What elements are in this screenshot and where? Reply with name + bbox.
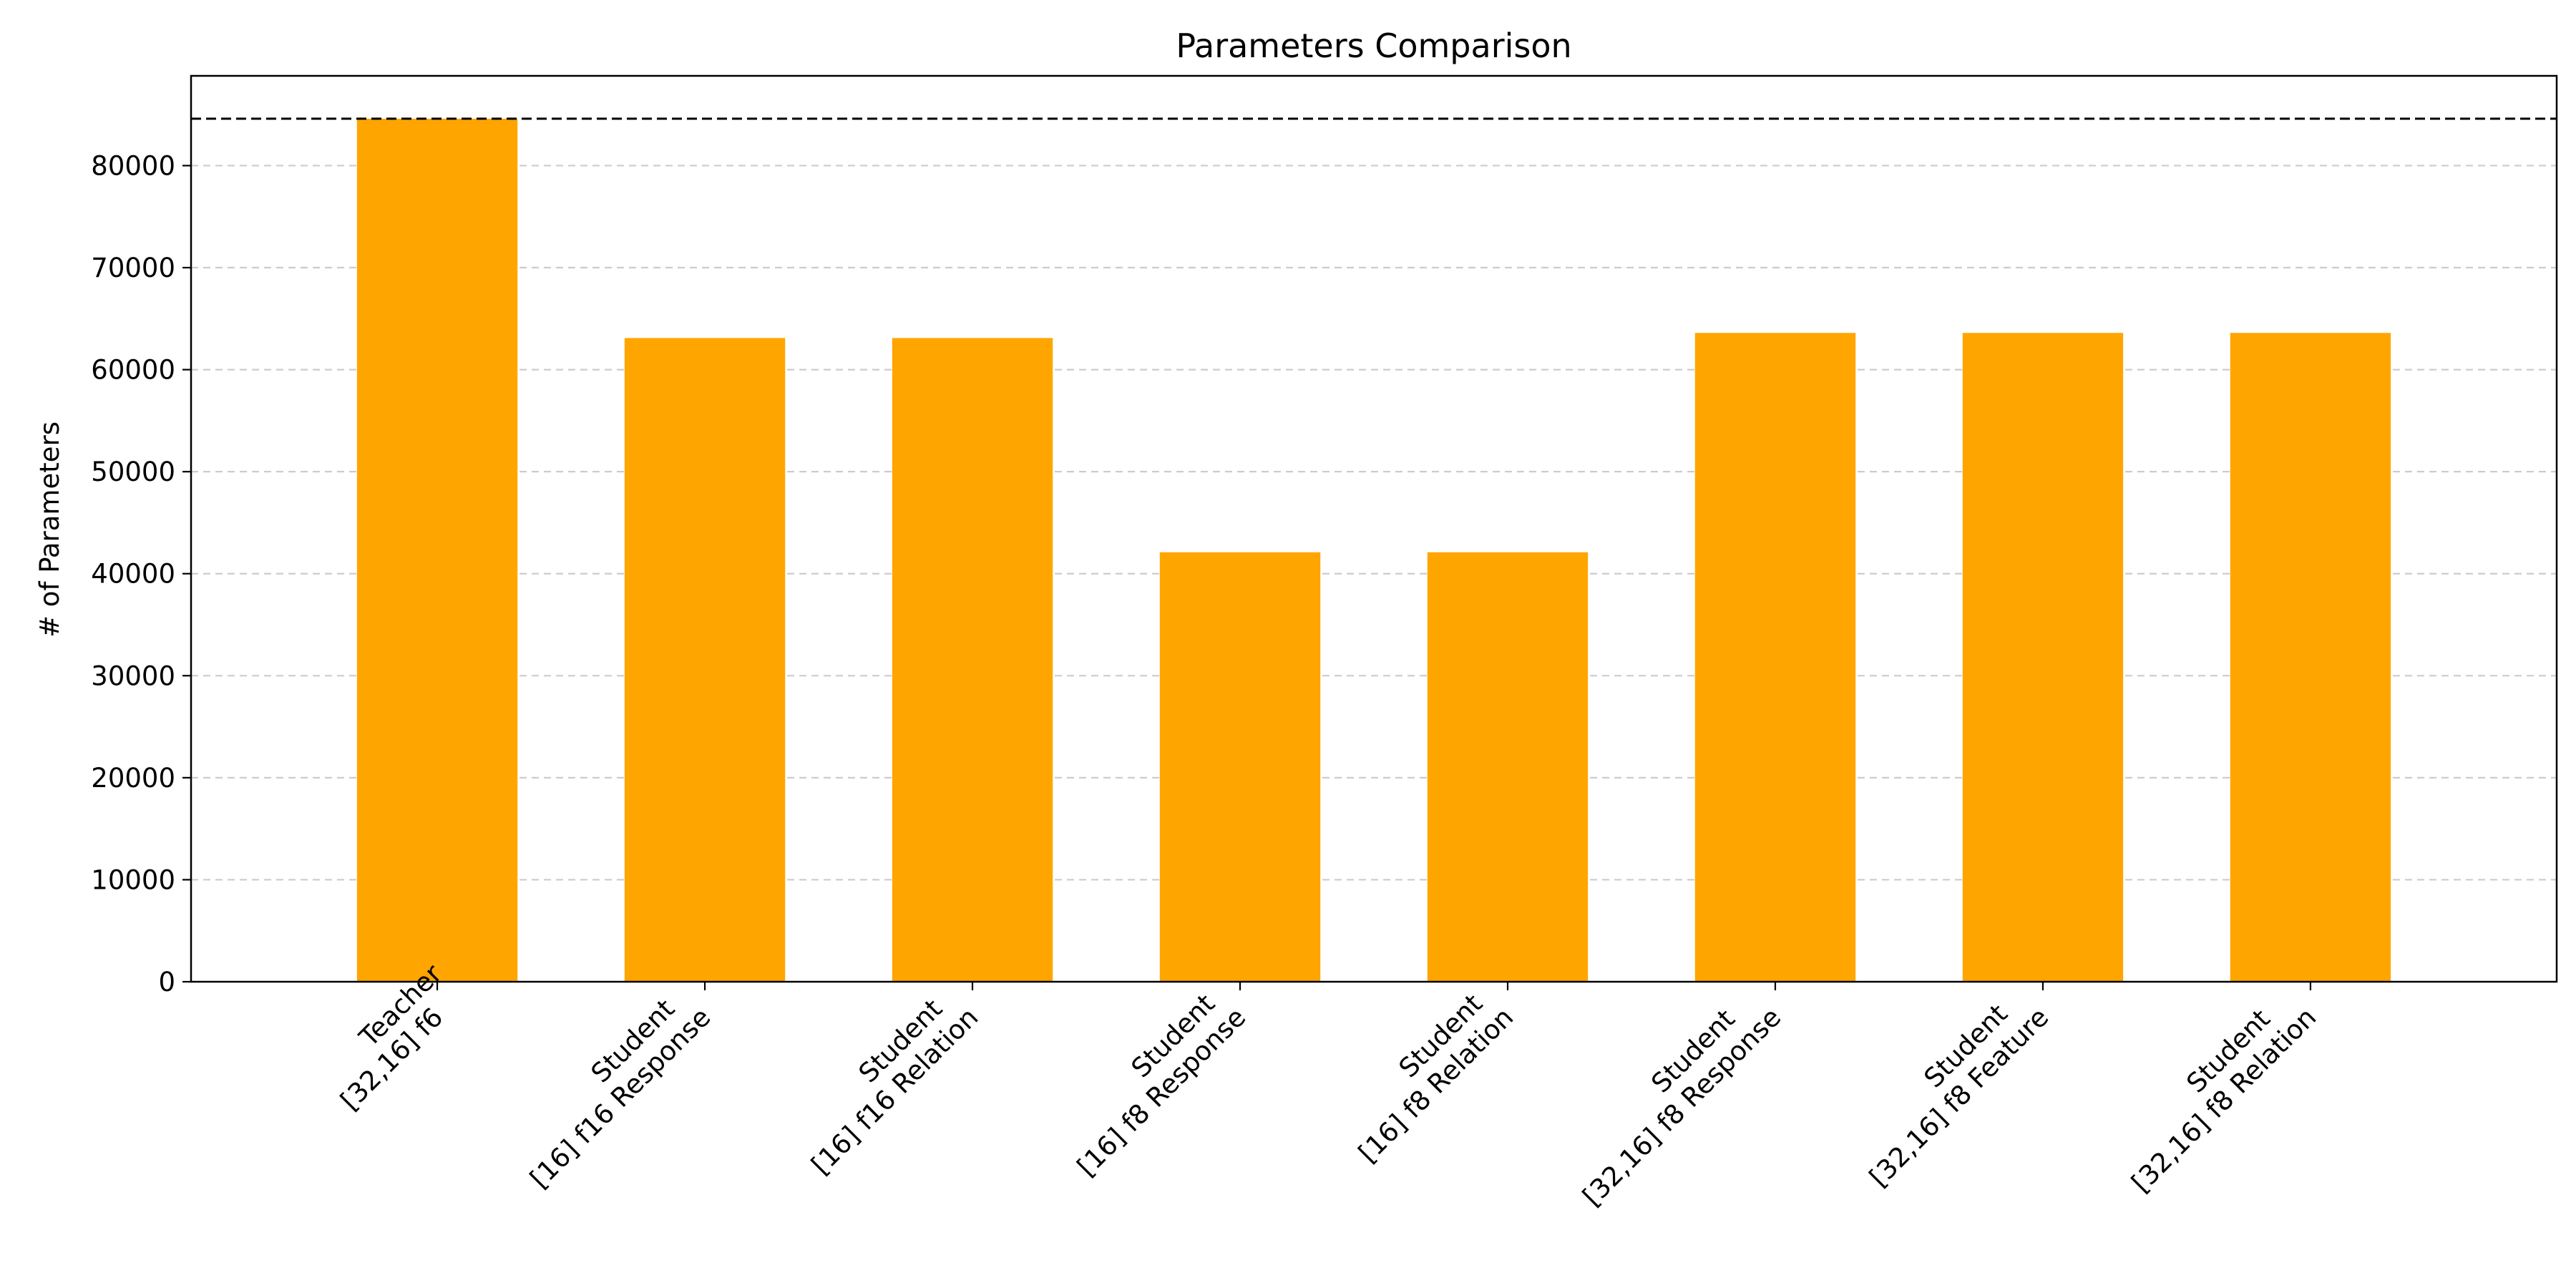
bar (1159, 552, 1321, 982)
x-tick-label: Student[32,16] f8 Response (1554, 980, 1787, 1212)
y-tick-label: 80000 (91, 150, 175, 181)
y-tick-label: 50000 (91, 457, 175, 487)
y-tick-label: 30000 (91, 660, 175, 691)
x-tick-label: Student[16] f16 Response (502, 980, 716, 1194)
bar (2230, 333, 2391, 982)
bars (356, 118, 2391, 982)
y-tick-label: 40000 (91, 559, 175, 590)
x-tick-label-line: [32,16] f8 Response (1576, 1002, 1787, 1212)
x-tick-label: Student[16] f8 Response (1049, 980, 1252, 1182)
chart-title: Parameters Comparison (1176, 26, 1571, 65)
x-tick-label: Student[32,16] f8 Feature (1841, 980, 2054, 1193)
bar (892, 338, 1053, 982)
grid-lines (191, 165, 2557, 881)
y-tick-label: 20000 (91, 763, 175, 794)
bar (1427, 552, 1589, 982)
y-axis-label: # of Parameters (34, 421, 65, 638)
y-tick-label: 10000 (91, 864, 175, 895)
bar (1694, 333, 1856, 982)
bar (356, 118, 518, 982)
bar (1962, 333, 2124, 982)
y-axis-ticks: 0 10000 20000 30000 40000 50000 60000 70000 8000… (91, 150, 191, 997)
x-axis-ticks: Teacher[32,16] f6 Student[16] f16 Respons… (335, 958, 2323, 1212)
y-tick-label: 60000 (91, 355, 175, 386)
plot-frame (190, 74, 2558, 983)
x-tick-label-line: [32,16] f8 Relation (2126, 1002, 2323, 1199)
y-tick-label: 0 (158, 967, 175, 997)
y-tick-label: 70000 (91, 253, 175, 283)
x-tick-label-line: [16] f16 Response (524, 1002, 716, 1194)
x-tick-label: Student[32,16] f8 Relation (2103, 980, 2322, 1199)
bar (624, 338, 786, 982)
x-tick-label: Student[16] f8 Relation (1330, 980, 1519, 1169)
x-tick-label: Student[16] f16 Relation (784, 980, 985, 1181)
